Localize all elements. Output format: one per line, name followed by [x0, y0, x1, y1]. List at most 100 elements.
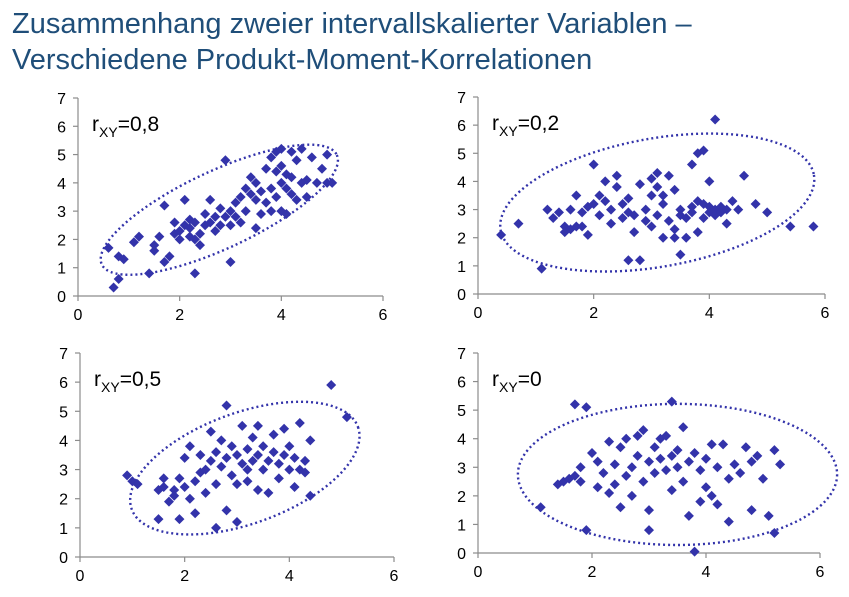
x-tick-label: 2 [175, 307, 184, 324]
data-point [237, 420, 248, 431]
data-point [245, 172, 256, 183]
data-point [606, 218, 617, 229]
data-point [712, 499, 723, 510]
data-point [701, 453, 711, 464]
data-point [327, 177, 338, 188]
correlation-label: rXY=0,5 [94, 368, 161, 395]
data-point [652, 167, 663, 178]
data-point [672, 445, 683, 456]
data-point [634, 255, 645, 266]
data-point [284, 441, 295, 452]
page-title: Zusammenhang zweier intervallskalierter … [12, 6, 692, 78]
data-point [216, 461, 227, 472]
data-point [189, 234, 200, 245]
x-tick-label: 4 [285, 568, 294, 585]
data-point [675, 204, 686, 215]
data-point [750, 198, 761, 209]
data-point [154, 231, 165, 242]
data-point [727, 196, 738, 207]
data-point [263, 455, 274, 466]
data-point [571, 190, 582, 201]
data-point [542, 204, 553, 215]
data-point [655, 453, 666, 464]
x-tick-label: 4 [705, 305, 714, 322]
x-tick-label: 2 [180, 568, 189, 585]
data-point [221, 505, 232, 516]
data-point [221, 452, 232, 463]
data-point [632, 450, 643, 461]
data-point [174, 514, 185, 525]
data-point [252, 484, 263, 495]
correlation-label: rXY=0,2 [492, 112, 559, 139]
x-tick-label: 6 [821, 305, 830, 322]
data-point [623, 255, 634, 266]
x-tick-label: 0 [474, 305, 483, 322]
data-point [286, 172, 297, 183]
data-point [226, 441, 237, 452]
data-point [276, 177, 287, 188]
data-point [232, 517, 242, 528]
data-point [128, 237, 139, 248]
y-tick-label: 5 [57, 148, 66, 165]
y-tick-label: 6 [57, 119, 66, 136]
data-point [205, 217, 216, 228]
correlation-ellipse [128, 400, 361, 536]
data-point [658, 190, 669, 201]
data-point [577, 221, 588, 232]
data-point [184, 441, 195, 452]
data-point [174, 225, 185, 236]
data-point [611, 170, 622, 181]
data-point [271, 166, 282, 177]
data-point [286, 189, 297, 200]
data-point [649, 442, 660, 453]
data-point [158, 482, 169, 493]
data-point [762, 207, 773, 218]
data-point [575, 462, 586, 473]
data-point [210, 211, 221, 222]
data-point [706, 439, 717, 450]
data-point [113, 274, 124, 285]
data-point [606, 204, 617, 215]
correlation-label: rXY=0,8 [92, 113, 159, 140]
data-point [305, 490, 316, 501]
y-tick-label: 7 [59, 346, 68, 363]
correlation-ellipse [499, 132, 816, 273]
data-point [681, 232, 692, 243]
data-point [661, 430, 672, 441]
data-point [235, 217, 246, 228]
data-point [242, 444, 253, 455]
correlation-ellipse [516, 402, 839, 547]
data-point [158, 473, 169, 484]
y-tick-label: 1 [59, 521, 68, 538]
data-point [179, 452, 190, 463]
y-tick-label: 1 [457, 259, 466, 276]
data-point [775, 459, 786, 470]
data-point [577, 207, 588, 218]
data-point [266, 183, 277, 194]
data-point [588, 198, 599, 209]
data-point [646, 173, 657, 184]
data-point [174, 473, 185, 484]
scatter-chart-2: 0 1 2 3 4 5 6 7 0 2 4 6 rXY=0,2 [457, 90, 829, 322]
data-point [683, 510, 694, 521]
data-point [268, 429, 279, 440]
data-point [294, 417, 305, 428]
y-tick-label: 6 [59, 375, 68, 392]
data-point [739, 170, 750, 181]
data-point [215, 220, 226, 231]
y-tick-label: 3 [457, 460, 466, 477]
data-point [189, 217, 200, 228]
data-point [225, 206, 236, 217]
data-point [205, 455, 216, 466]
data-point [291, 155, 302, 166]
data-point [108, 282, 119, 293]
data-point [704, 176, 715, 187]
data-point [237, 458, 248, 469]
data-point [230, 211, 241, 222]
data-point [159, 200, 170, 211]
data-point [164, 251, 175, 262]
data-point [615, 502, 626, 513]
y-tick-label: 0 [59, 550, 68, 567]
data-point [240, 183, 251, 194]
data-point [632, 430, 643, 441]
